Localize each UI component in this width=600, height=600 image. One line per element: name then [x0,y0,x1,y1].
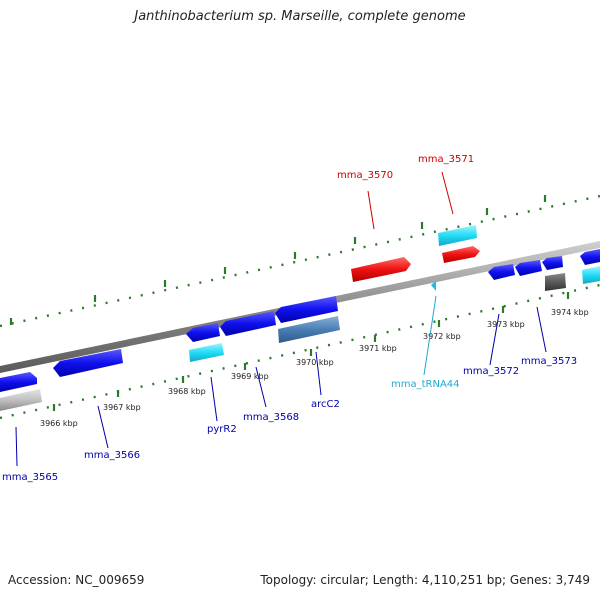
kbp-label-3973: 3973 kbp [487,320,525,329]
trna-mma-tRNA44[interactable] [431,281,436,291]
gene-label-mma-3565: mma_3565 [2,472,58,483]
gene-label-mma-3572: mma_3572 [463,366,519,377]
genome-title: Janthinobacterium sp. Marseille, complet… [134,9,466,24]
gene-label-arcC2: arcC2 [311,399,340,410]
label-leader-lines [15,171,547,467]
gene-mma-3571-rna[interactable] [438,225,477,246]
kbp-label-3970: 3970 kbp [296,358,334,367]
gene-mma-3571[interactable] [442,246,480,263]
gene-mma-3574[interactable] [580,249,600,265]
gene-mma-3570[interactable] [351,257,411,282]
gene-label-mma-3573: mma_3573 [521,356,577,367]
gene-label-mma-3568: mma_3568 [243,412,299,423]
genome-summary: Topology: circular; Length: 4,110,251 bp… [260,573,590,587]
gene-mma-3573-rna[interactable] [545,273,566,291]
gene-mma-3568[interactable] [220,311,276,336]
kbp-label-3969: 3969 kbp [231,372,269,381]
gene-pyrR2[interactable] [189,343,224,362]
gene-label-pyrR2: pyrR2 [207,424,237,435]
gene-label-mma-3571: mma_3571 [418,154,474,165]
gene-mma-3565[interactable] [0,372,37,392]
kbp-label-3966: 3966 kbp [40,419,78,428]
gene-mma-3573[interactable] [542,256,563,270]
gene-label-mma-tRNA44: mma_tRNA44 [391,379,460,390]
kbp-label-3968: 3968 kbp [168,387,206,396]
accession-label: Accession: NC_009659 [8,573,145,587]
gene-mma-3569[interactable] [275,296,338,323]
gene-arcC2[interactable] [278,316,340,343]
kbp-label-3974: 3974 kbp [551,308,589,317]
forward-major-ticks [9,195,547,325]
kbp-label-3971: 3971 kbp [359,344,397,353]
kbp-label-3967: 3967 kbp [103,403,141,412]
gene-label-mma-3566: mma_3566 [84,450,140,461]
gene-mma-3566[interactable] [53,349,123,377]
gene-pyrR2-body[interactable] [186,323,220,342]
gene-mma-3572b[interactable] [515,260,542,276]
gene-label-mma-3570: mma_3570 [337,170,393,181]
reverse-major-ticks [52,292,570,411]
kbp-label-3972: 3972 kbp [423,332,461,341]
gene-mma-3572[interactable] [488,264,515,280]
gene-mma-3565-rna[interactable] [0,389,42,411]
gene-mma-3574-rna[interactable] [582,266,600,284]
